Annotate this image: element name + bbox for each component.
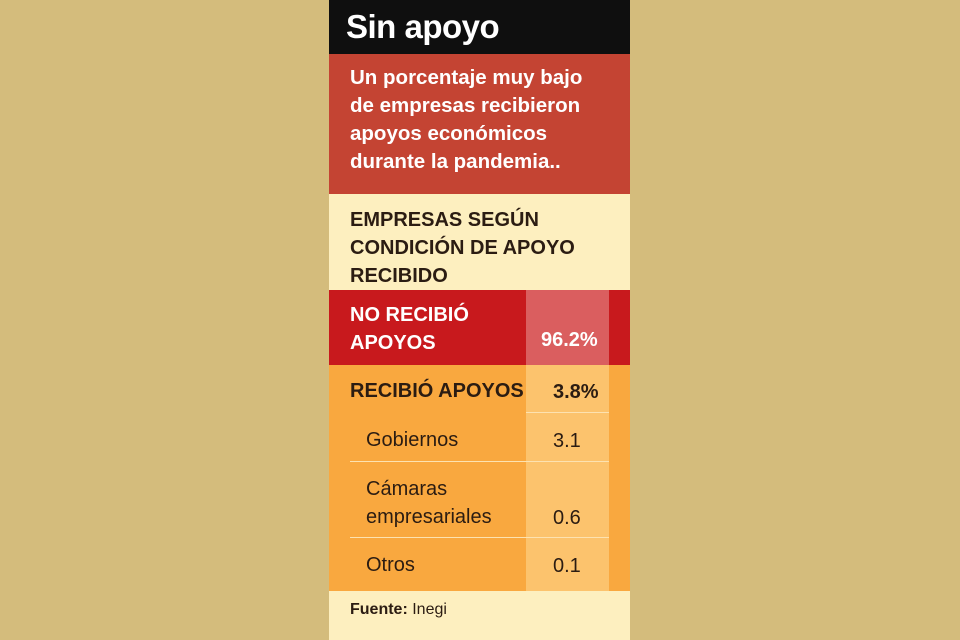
subtitle-line: Un porcentaje muy bajo bbox=[350, 66, 583, 89]
value-cell-highlight bbox=[526, 290, 609, 365]
row-value: 96.2% bbox=[541, 329, 598, 351]
row-label-otros: Otros bbox=[366, 554, 415, 576]
row-label-line: empresariales bbox=[366, 506, 492, 528]
row-label-line: APOYOS bbox=[350, 332, 436, 354]
row-value-otros: 0.1 bbox=[553, 555, 581, 577]
subtitle-line: apoyos económicos bbox=[350, 122, 548, 145]
row-divider bbox=[350, 537, 609, 538]
row-label-recibio-apoyos: RECIBIÓ APOYOS bbox=[350, 380, 524, 402]
section-heading: EMPRESAS SEGÚN CONDICIÓN DE APOYO RECIBI… bbox=[329, 194, 630, 290]
value-column-highlight bbox=[526, 365, 609, 591]
section-heading-line: EMPRESAS SEGÚN bbox=[350, 209, 539, 231]
recibio-apoyos-block: RECIBIÓ APOYOS 3.8% Gobiernos 3.1 Cámara… bbox=[329, 365, 630, 591]
source-label: Fuente: bbox=[350, 601, 408, 618]
row-value-gobiernos: 3.1 bbox=[553, 430, 581, 452]
source-note: Fuente: Inegi bbox=[350, 601, 447, 619]
subtitle-line: durante la pandemia.. bbox=[350, 150, 561, 173]
section-heading-line: CONDICIÓN DE APOYO bbox=[350, 237, 575, 259]
row-label-camaras: Cámaras empresariales bbox=[366, 475, 492, 531]
row-label-line: NO RECIBIÓ bbox=[350, 304, 469, 326]
row-value-recibio-apoyos: 3.8% bbox=[553, 381, 599, 403]
row-no-recibio-apoyos: NO RECIBIÓ APOYOS 96.2% bbox=[329, 290, 630, 365]
subtitle-line: de empresas recibieron bbox=[350, 94, 581, 117]
source-value: Inegi bbox=[412, 601, 447, 618]
infographic-subtitle: Un porcentaje muy bajo de empresas recib… bbox=[329, 54, 630, 194]
infographic-card: Sin apoyo Un porcentaje muy bajo de empr… bbox=[329, 0, 630, 640]
section-heading-line: RECIBIDO bbox=[350, 265, 448, 287]
row-divider bbox=[350, 461, 609, 462]
row-label-gobiernos: Gobiernos bbox=[366, 429, 459, 451]
infographic-title: Sin apoyo bbox=[329, 0, 630, 54]
row-divider bbox=[526, 412, 609, 413]
row-value-camaras: 0.6 bbox=[553, 507, 581, 529]
row-label: NO RECIBIÓ APOYOS bbox=[350, 301, 469, 357]
row-label-line: Cámaras bbox=[366, 478, 448, 500]
